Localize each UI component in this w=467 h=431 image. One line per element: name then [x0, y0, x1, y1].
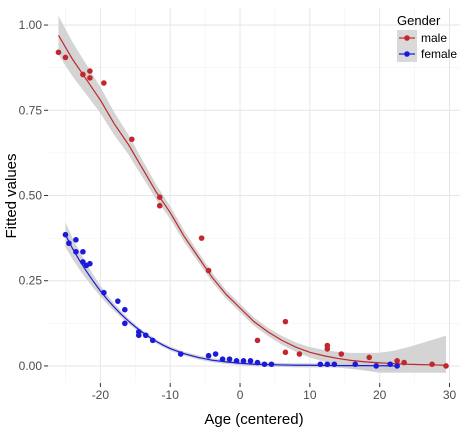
point-female — [87, 260, 93, 267]
x-tick-label: 0 — [237, 388, 244, 402]
point-female — [331, 361, 338, 368]
point-male — [156, 194, 163, 201]
point-male — [296, 351, 303, 357]
grid-lines — [48, 8, 460, 383]
point-male — [87, 75, 93, 81]
point-male — [429, 361, 435, 368]
x-tick-label: -10 — [162, 388, 180, 402]
point-male — [366, 354, 373, 361]
fit-lines — [57, 34, 447, 367]
y-tick-label: 0.75 — [19, 103, 43, 117]
point-male — [205, 267, 212, 274]
x-axis-title: Age (centered) — [204, 411, 303, 428]
y-tick-label: 0.50 — [19, 189, 43, 203]
point-female — [122, 320, 128, 327]
point-male — [282, 349, 289, 356]
point-female — [101, 289, 107, 296]
point-female — [261, 361, 268, 368]
point-female — [73, 248, 79, 255]
point-female — [80, 259, 86, 265]
point-female — [177, 351, 184, 357]
point-female — [373, 363, 380, 369]
axes: -20 -10 0 10 20 30 0.00 0.25 0.50 0.75 1.00 — [19, 18, 457, 402]
point-female — [122, 306, 128, 313]
point-female — [219, 356, 226, 362]
point-female — [149, 337, 156, 344]
point-male — [87, 68, 93, 74]
x-tick-label: 30 — [443, 388, 457, 402]
point-female — [247, 358, 254, 364]
point-male — [338, 351, 345, 357]
x-tick-label: 10 — [303, 388, 317, 402]
fit-line-female — [64, 234, 398, 367]
data-points — [55, 49, 449, 369]
y-tick-label: 0.25 — [19, 274, 43, 288]
fit-line-male — [57, 34, 447, 366]
point-male — [254, 337, 261, 344]
point-female — [317, 361, 324, 368]
legend: Gender male female — [397, 13, 457, 62]
point-female — [254, 359, 261, 366]
legend-title: Gender — [397, 13, 441, 28]
point-female — [352, 361, 359, 368]
point-male — [156, 202, 163, 209]
point-female — [62, 231, 69, 238]
point-male — [324, 346, 331, 352]
point-male — [443, 363, 449, 369]
legend-dot-female — [404, 51, 410, 57]
point-female — [135, 332, 142, 339]
legend-item-male: male — [397, 30, 447, 46]
point-female — [226, 356, 233, 362]
point-female — [80, 248, 86, 255]
point-female — [142, 332, 149, 339]
legend-label-female: female — [421, 47, 457, 61]
point-male — [80, 71, 86, 78]
point-female — [268, 361, 275, 368]
point-male — [394, 358, 400, 364]
legend-label-male: male — [421, 31, 447, 45]
point-male — [198, 235, 205, 241]
point-female — [205, 352, 212, 359]
point-female — [73, 237, 79, 243]
point-female — [66, 240, 72, 247]
x-tick-label: 20 — [373, 388, 387, 402]
point-male — [401, 359, 407, 366]
point-male — [55, 49, 62, 56]
point-female — [240, 358, 247, 364]
point-female — [212, 351, 219, 357]
point-female — [394, 363, 400, 369]
point-female — [324, 361, 331, 368]
y-axis-title: Fitted values — [3, 153, 20, 238]
y-tick-label: 1.00 — [19, 18, 43, 32]
point-male — [282, 318, 289, 325]
legend-dot-male — [404, 35, 410, 41]
point-female — [115, 298, 121, 304]
x-tick-label: -20 — [92, 388, 110, 402]
legend-item-female: female — [397, 46, 457, 62]
point-male — [128, 136, 135, 143]
point-male — [62, 54, 69, 61]
point-female — [387, 361, 393, 368]
point-female — [233, 358, 240, 364]
point-male — [101, 80, 107, 86]
y-tick-label: 0.00 — [19, 359, 43, 373]
